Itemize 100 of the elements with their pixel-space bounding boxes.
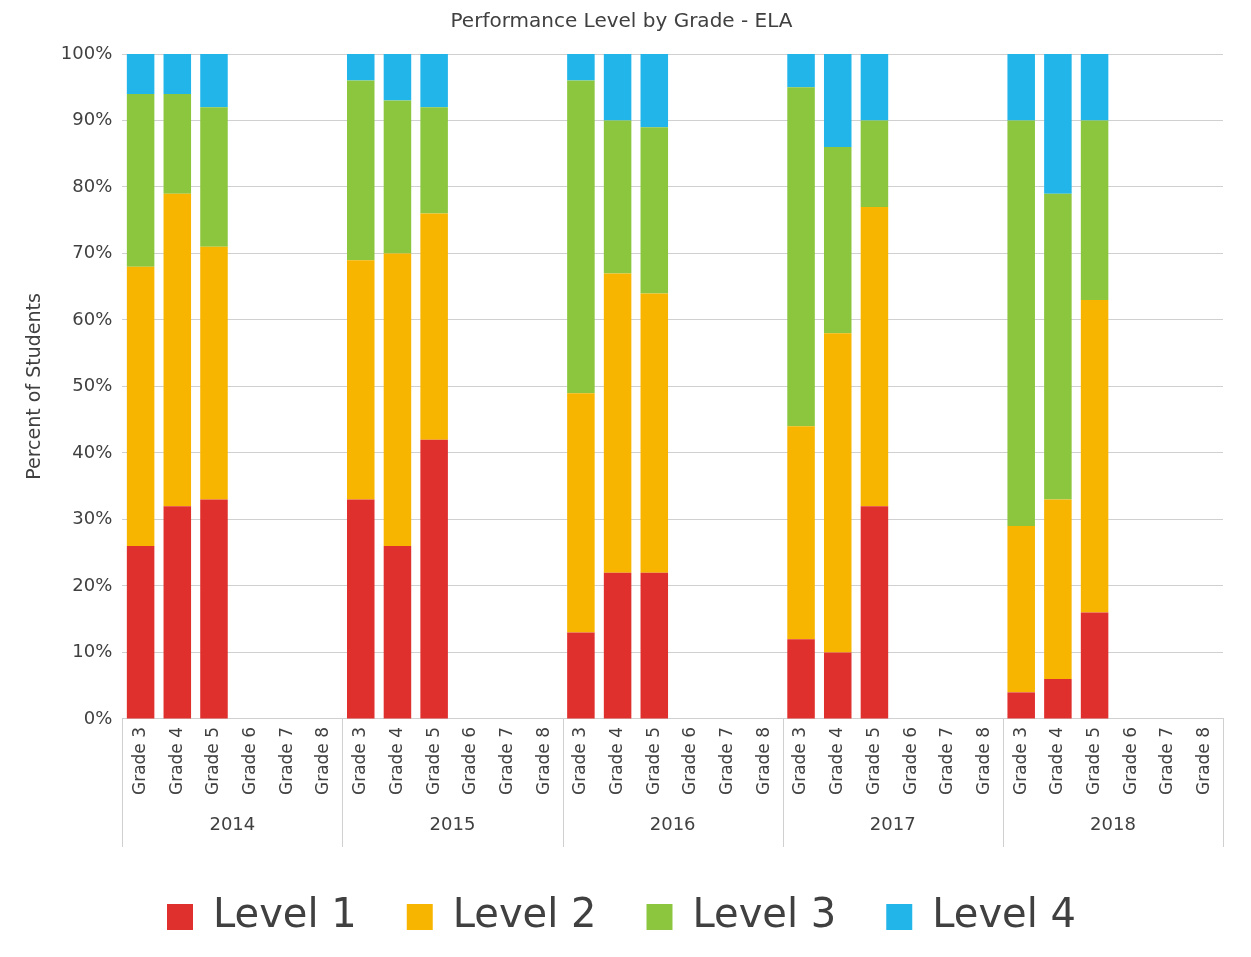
bar bbox=[1044, 54, 1072, 194]
x-tick-label: Grade 3 bbox=[349, 726, 370, 796]
text: 2014 bbox=[209, 812, 256, 834]
bar bbox=[126, 546, 155, 719]
bar bbox=[163, 193, 192, 507]
bar bbox=[163, 506, 192, 719]
bar bbox=[420, 439, 448, 719]
text: 2018 bbox=[1090, 812, 1136, 834]
bar bbox=[823, 652, 852, 719]
bar bbox=[640, 54, 669, 128]
bar bbox=[567, 632, 595, 719]
bar bbox=[787, 54, 815, 88]
x-tick-label: Grade 5 bbox=[862, 726, 883, 796]
bar bbox=[1080, 54, 1109, 121]
y-tick-label: 50% bbox=[72, 374, 113, 396]
bar bbox=[640, 293, 669, 573]
bar bbox=[1080, 300, 1109, 613]
x-tick-label: Grade 5 bbox=[642, 726, 663, 796]
bar bbox=[200, 499, 228, 719]
bar bbox=[420, 107, 448, 214]
x-tick-label: Grade 8 bbox=[972, 726, 993, 796]
bar bbox=[787, 639, 815, 719]
y-tick-label: 60% bbox=[72, 307, 113, 329]
legend-label: Level 2 bbox=[452, 890, 597, 937]
bar bbox=[346, 499, 375, 719]
x-tick-label: Grade 5 bbox=[422, 726, 443, 796]
x-tick-label: Grade 7 bbox=[495, 726, 516, 796]
bar bbox=[1080, 612, 1109, 719]
chart-title: Performance Level by Grade - ELA bbox=[450, 8, 793, 33]
x-tick-label: Grade 8 bbox=[532, 726, 553, 796]
bar bbox=[823, 333, 852, 653]
x-tick-label: Grade 6 bbox=[899, 726, 920, 796]
bar bbox=[383, 54, 412, 101]
bar bbox=[640, 572, 669, 719]
x-tick-label: Grade 8 bbox=[312, 726, 333, 796]
x-tick-label: Grade 3 bbox=[789, 726, 810, 796]
y-tick-label: 80% bbox=[72, 174, 113, 196]
bar bbox=[860, 206, 889, 507]
bar bbox=[1007, 692, 1035, 719]
bar bbox=[200, 246, 228, 500]
bar bbox=[1044, 679, 1072, 719]
y-tick-label: 70% bbox=[72, 241, 113, 263]
legend-label: Level 3 bbox=[692, 890, 837, 937]
y-axis-title: Percent of Students bbox=[22, 293, 45, 480]
x-tick-label: Grade 8 bbox=[752, 726, 773, 796]
text: 2017 bbox=[869, 812, 916, 834]
x-tick-label: Grade 6 bbox=[459, 726, 480, 796]
bar bbox=[787, 426, 815, 640]
x-tick-label: Grade 6 bbox=[1119, 726, 1140, 796]
bar bbox=[603, 120, 632, 274]
bar bbox=[383, 100, 412, 254]
x-tick-label: Grade 3 bbox=[129, 726, 150, 796]
bar bbox=[823, 54, 852, 148]
x-tick-label: Grade 4 bbox=[165, 726, 186, 796]
bar bbox=[860, 54, 889, 121]
bar bbox=[1007, 526, 1035, 693]
bar bbox=[126, 93, 155, 267]
bar bbox=[787, 87, 815, 427]
bar bbox=[823, 147, 852, 334]
legend-label: Level 4 bbox=[932, 890, 1076, 937]
x-tick-label: Grade 3 bbox=[1009, 726, 1030, 796]
bar bbox=[567, 54, 595, 81]
x-tick-label: Grade 6 bbox=[679, 726, 700, 796]
x-tick-label: Grade 8 bbox=[1193, 726, 1214, 796]
bar bbox=[603, 273, 632, 573]
y-tick-label: 0% bbox=[83, 706, 113, 728]
bar bbox=[163, 54, 192, 94]
bar bbox=[1007, 54, 1035, 121]
bar bbox=[567, 80, 595, 394]
bar bbox=[346, 54, 375, 81]
x-tick-label: Grade 7 bbox=[936, 726, 957, 796]
y-tick-label: 20% bbox=[72, 573, 113, 595]
bar bbox=[126, 266, 155, 547]
bar bbox=[1044, 499, 1072, 680]
bar bbox=[383, 546, 412, 719]
bar bbox=[420, 213, 448, 440]
x-tick-label: Grade 7 bbox=[275, 726, 296, 796]
bar bbox=[346, 260, 375, 500]
bar bbox=[200, 107, 228, 247]
x-tick-label: Grade 4 bbox=[826, 726, 847, 796]
text: 2015 bbox=[429, 812, 476, 834]
x-tick-label: Grade 6 bbox=[239, 726, 260, 796]
bar bbox=[860, 120, 889, 207]
bar bbox=[126, 54, 155, 94]
bar bbox=[567, 393, 595, 633]
x-tick-label: Grade 7 bbox=[1156, 726, 1177, 796]
bar bbox=[1007, 120, 1035, 527]
bar bbox=[200, 54, 228, 108]
text: 2016 bbox=[649, 812, 696, 834]
bar bbox=[603, 572, 632, 719]
y-tick-label: 30% bbox=[72, 507, 113, 529]
bar bbox=[420, 54, 448, 108]
x-tick-label: Grade 7 bbox=[716, 726, 737, 796]
x-tick-label: Grade 4 bbox=[1046, 726, 1067, 796]
x-tick-label: Grade 4 bbox=[606, 726, 627, 796]
x-tick-label: Grade 3 bbox=[569, 726, 590, 796]
bar bbox=[860, 506, 889, 719]
bar bbox=[346, 80, 375, 261]
bar bbox=[1044, 193, 1072, 500]
x-tick-label: Grade 5 bbox=[202, 726, 223, 796]
